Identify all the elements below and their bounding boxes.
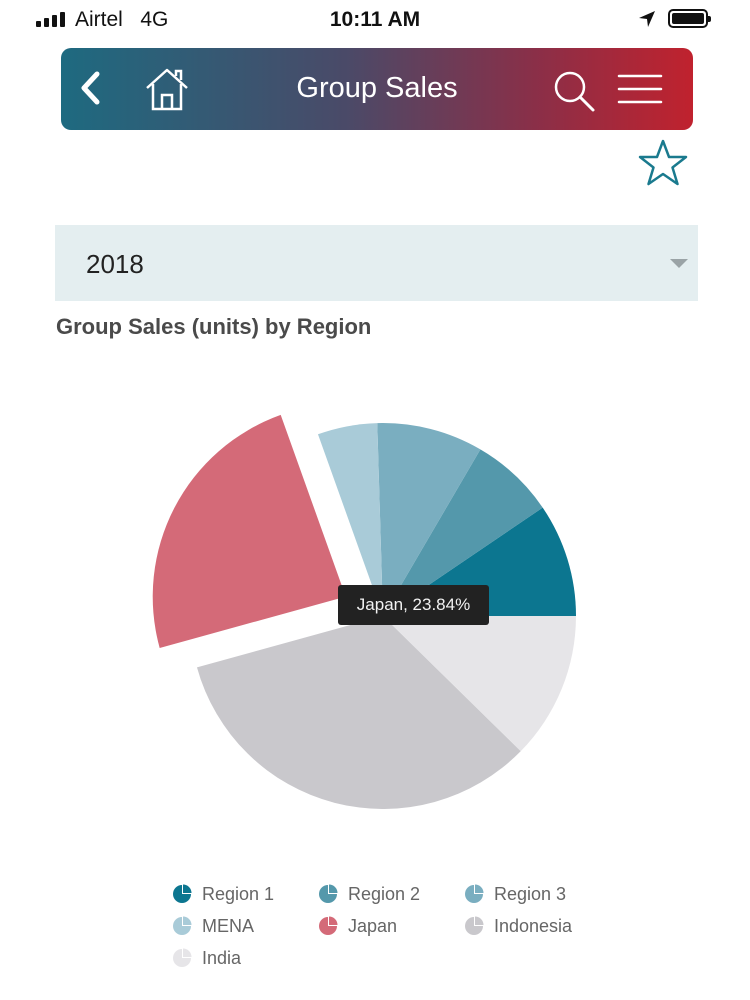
back-icon[interactable] [75, 68, 105, 108]
pie-slice-indonesia[interactable] [196, 616, 521, 809]
legend-item-region-1[interactable]: Region 1 [172, 882, 274, 906]
home-icon[interactable] [143, 66, 191, 112]
page-title: Group Sales [296, 72, 458, 104]
chart-tooltip: Japan, 23.84% [338, 585, 489, 625]
legend-label: Region 3 [494, 883, 567, 904]
status-bar: Airtel 4G 10:11 AM [0, 0, 750, 40]
legend-pie-icon [173, 884, 192, 903]
header-bar: Group Sales [61, 48, 693, 130]
legend-item-india[interactable]: India [172, 946, 241, 970]
legend-pie-icon [319, 884, 338, 903]
legend-pie-icon [173, 948, 192, 967]
legend-pie-icon [465, 884, 484, 903]
status-time: 10:11 AM [329, 8, 421, 31]
pie-slice-japan[interactable] [152, 414, 346, 648]
year-dropdown[interactable]: 2018 [55, 225, 698, 301]
legend-item-region-2[interactable]: Region 2 [318, 882, 420, 906]
battery-icon [668, 9, 711, 28]
hamburger-menu-icon[interactable] [617, 72, 663, 106]
legend-label: Japan [348, 915, 398, 936]
legend-item-region-3[interactable]: Region 3 [464, 882, 566, 906]
pie-slice-india[interactable] [383, 616, 576, 752]
legend-item-mena[interactable]: MENA [172, 914, 254, 938]
chart-title: Group Sales (units) by Region [56, 314, 372, 339]
pie-slice-region-3[interactable] [377, 423, 481, 616]
search-icon[interactable] [551, 68, 597, 114]
year-dropdown-value: 2018 [86, 249, 144, 279]
legend-label: Region 1 [202, 883, 275, 904]
carrier-name: Airtel [75, 8, 123, 31]
cellular-signal-icon [36, 11, 65, 27]
pie-slice-mena[interactable] [317, 423, 383, 616]
favorite-star-icon[interactable] [637, 138, 689, 188]
location-arrow-icon [639, 11, 655, 27]
legend-item-japan[interactable]: Japan [318, 914, 397, 938]
chevron-down-icon [670, 259, 688, 268]
pie-slice-region-2[interactable] [383, 449, 543, 616]
legend-label: Indonesia [494, 915, 573, 936]
legend-label: MENA [202, 915, 255, 936]
legend-pie-icon [173, 916, 192, 935]
legend-pie-icon [465, 916, 484, 935]
legend-label: Region 2 [348, 883, 421, 904]
legend-label: India [202, 947, 242, 968]
carrier-label: Airtel 4G [75, 8, 168, 32]
legend-item-indonesia[interactable]: Indonesia [464, 914, 572, 938]
legend-pie-icon [319, 916, 338, 935]
network-type: 4G [140, 8, 169, 31]
